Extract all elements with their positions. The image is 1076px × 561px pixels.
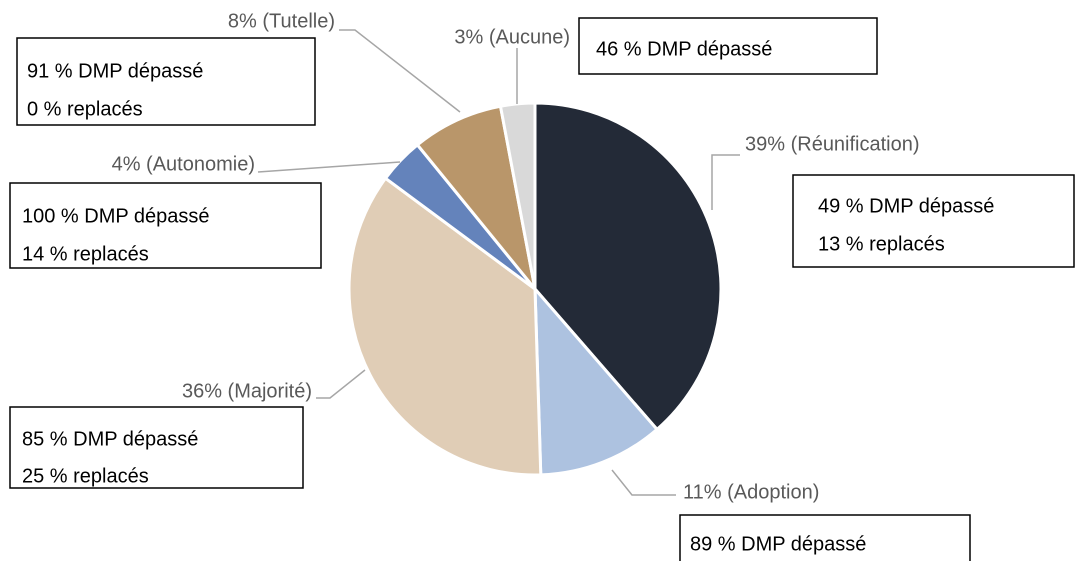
leader-line (611, 469, 676, 496)
annotation-text: 46 % DMP dépassé (596, 38, 772, 60)
pie-slice (533, 101, 723, 432)
annotation-text: 0 % replacés (27, 98, 143, 120)
slice-label: 8% (Tutelle) (228, 10, 335, 32)
slice-label: 36% (Majorité) (182, 380, 312, 402)
annotation-text: 91 % DMP dépassé (27, 60, 203, 82)
annotation-text: 85 % DMP dépassé (22, 428, 198, 450)
slice-label: 4% (Autonomie) (112, 153, 255, 175)
annotation-box (16, 37, 316, 126)
leader-line (316, 369, 366, 399)
annotation-box (578, 17, 878, 75)
annotation-text: 25 % replacés (22, 465, 149, 487)
annotation-box (679, 514, 971, 561)
annotation-text: 14 % replacés (22, 243, 149, 265)
pie-slice (347, 176, 543, 477)
annotation-text: 89 % DMP dépassé (690, 533, 866, 555)
annotation-box (9, 406, 304, 489)
pie-slice (415, 104, 537, 290)
pie-slice (533, 284, 660, 477)
annotation-box (9, 182, 322, 269)
annotation-text: 100 % DMP dépassé (22, 205, 210, 227)
slice-label: 11% (Adoption) (683, 481, 819, 503)
slice-label: 39% (Réunification) (745, 133, 920, 155)
leader-line (257, 161, 401, 173)
leader-line (339, 29, 461, 113)
annotation-box (792, 174, 1075, 268)
annotation-text: 49 % DMP dépassé (818, 195, 994, 217)
annotation-text: 13 % replacés (818, 233, 945, 255)
leader-line (711, 154, 740, 210)
slice-label: 3% (Aucune) (454, 26, 570, 48)
